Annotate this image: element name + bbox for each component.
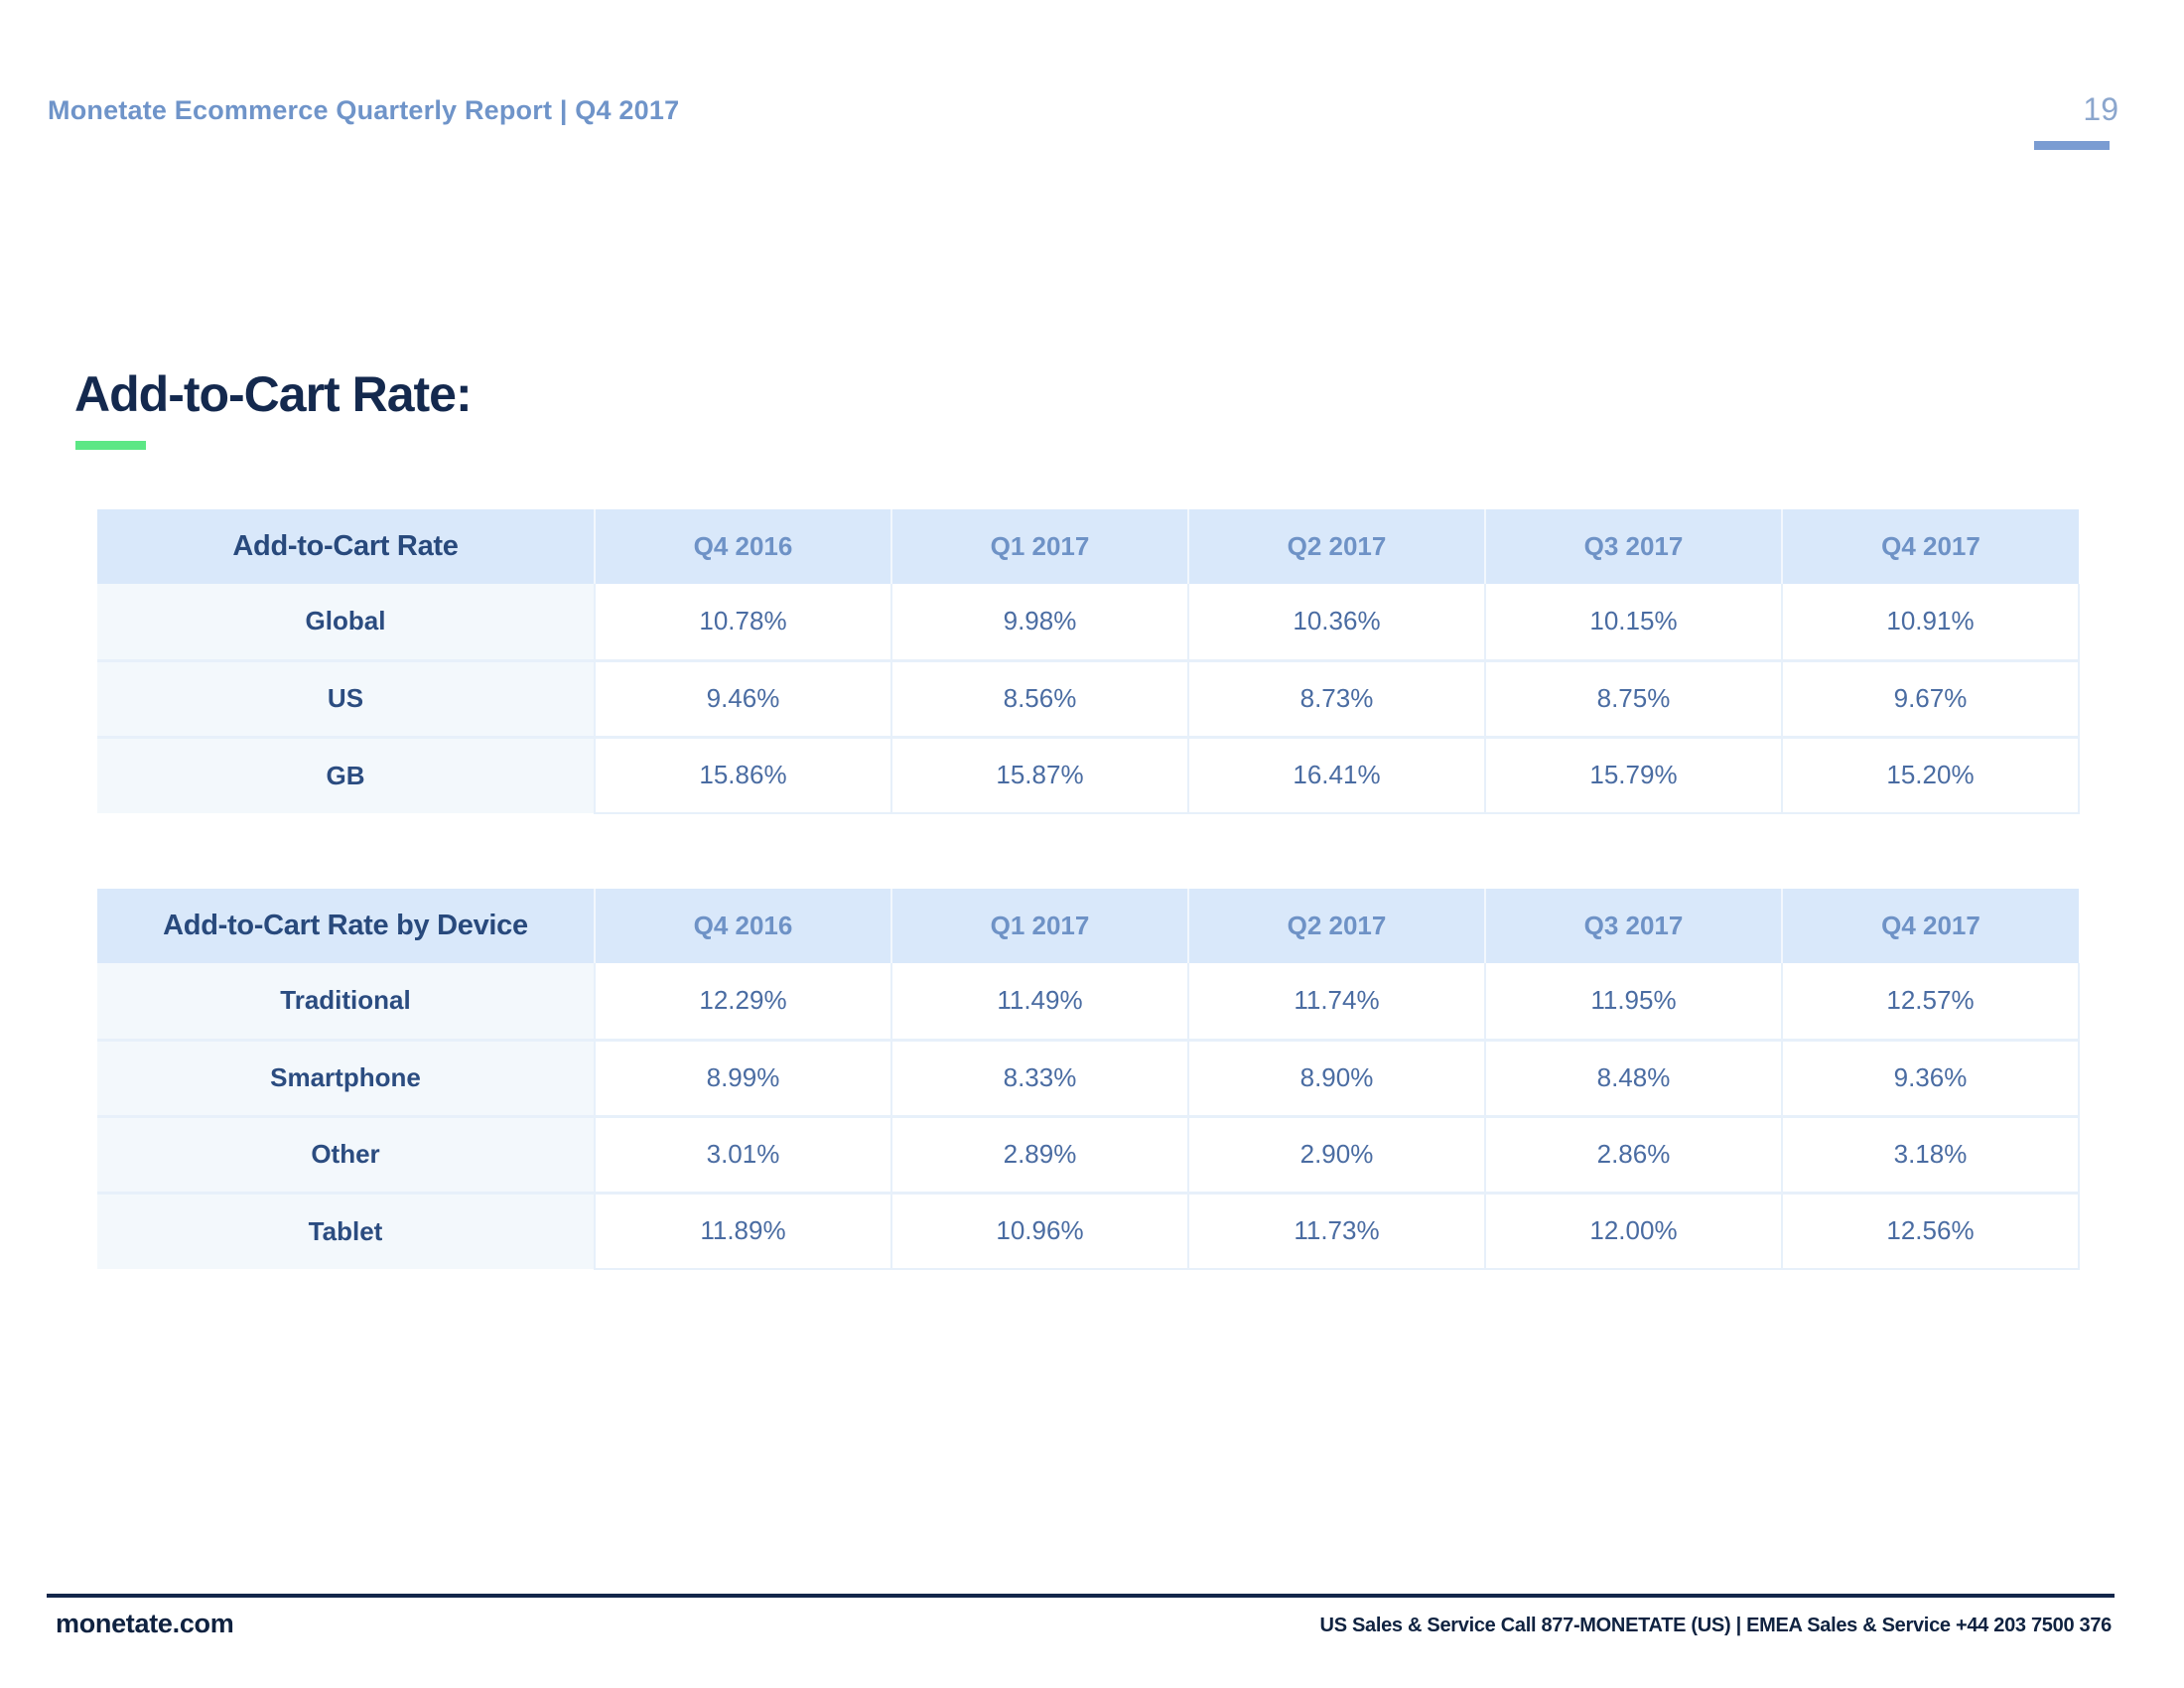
footer-site-text: monetate.com: [56, 1609, 234, 1638]
row-label: US: [97, 658, 595, 737]
table-row: Global 10.78% 9.98% 10.36% 10.15% 10.91%: [97, 584, 2081, 661]
footer-contact-text: US Sales & Service Call 877-MONETATE (US…: [1319, 1615, 2113, 1636]
cell-value: 3.18%: [1780, 1114, 2081, 1194]
page-number-underline: [2034, 141, 2110, 150]
cell-value: 12.56%: [1780, 1191, 2081, 1270]
row-label: Global: [97, 584, 595, 660]
column-header-q4-2017: Q4 2017: [1780, 889, 2079, 963]
cell-value: 10.78%: [593, 584, 892, 661]
cell-value: 2.86%: [1483, 1114, 1783, 1194]
cell-value: 11.95%: [1483, 963, 1783, 1041]
table-row: US 9.46% 8.56% 8.73% 8.75% 9.67%: [97, 658, 2081, 738]
cell-value: 9.67%: [1780, 658, 2081, 738]
table-title: Add-to-Cart Rate: [97, 509, 595, 584]
row-label: Other: [97, 1114, 595, 1193]
table-row: Traditional 12.29% 11.49% 11.74% 11.95% …: [97, 963, 2081, 1041]
add-to-cart-rate-table: Add-to-Cart Rate Q4 2016 Q1 2017 Q2 2017…: [97, 509, 2081, 814]
table-row: Smartphone 8.99% 8.33% 8.90% 8.48% 9.36%: [97, 1038, 2081, 1117]
add-to-cart-rate-by-device-table: Add-to-Cart Rate by Device Q4 2016 Q1 20…: [97, 889, 2081, 1270]
add-to-cart-rate-by-device-table-grid: Add-to-Cart Rate by Device Q4 2016 Q1 20…: [97, 889, 2081, 1270]
row-label: Traditional: [97, 963, 595, 1040]
row-label: Tablet: [97, 1191, 595, 1269]
column-header-q1-2017: Q1 2017: [889, 889, 1188, 963]
column-header-q1-2017: Q1 2017: [889, 509, 1188, 584]
table-header-row: Add-to-Cart Rate Q4 2016 Q1 2017 Q2 2017…: [97, 509, 2079, 584]
footer-divider: [47, 1594, 2115, 1598]
section-title: Add-to-Cart Rate:: [74, 366, 473, 422]
cell-value: 9.46%: [593, 658, 892, 738]
section-title-underline: [75, 441, 146, 450]
cell-value: 8.99%: [593, 1038, 892, 1117]
cell-value: 15.86%: [593, 735, 892, 814]
cell-value: 8.56%: [889, 658, 1189, 738]
column-header-q4-2016: Q4 2016: [593, 889, 891, 963]
cell-value: 10.91%: [1780, 584, 2081, 661]
cell-value: 11.49%: [889, 963, 1189, 1041]
cell-value: 9.98%: [889, 584, 1189, 661]
cell-value: 16.41%: [1186, 735, 1486, 814]
cell-value: 10.36%: [1186, 584, 1486, 661]
cell-value: 8.33%: [889, 1038, 1189, 1117]
cell-value: 11.73%: [1186, 1191, 1486, 1270]
cell-value: 2.89%: [889, 1114, 1189, 1194]
column-header-q2-2017: Q2 2017: [1186, 889, 1485, 963]
cell-value: 12.29%: [593, 963, 892, 1041]
cell-value: 15.20%: [1780, 735, 2081, 814]
column-header-q3-2017: Q3 2017: [1483, 509, 1782, 584]
column-header-q3-2017: Q3 2017: [1483, 889, 1782, 963]
cell-value: 11.74%: [1186, 963, 1486, 1041]
row-label: Smartphone: [97, 1038, 595, 1116]
column-header-q4-2016: Q4 2016: [593, 509, 891, 584]
column-header-q2-2017: Q2 2017: [1186, 509, 1485, 584]
add-to-cart-rate-table-grid: Add-to-Cart Rate Q4 2016 Q1 2017 Q2 2017…: [97, 509, 2081, 814]
table-row: Other 3.01% 2.89% 2.90% 2.86% 3.18%: [97, 1114, 2081, 1194]
row-label: GB: [97, 735, 595, 813]
cell-value: 15.87%: [889, 735, 1189, 814]
column-header-q4-2017: Q4 2017: [1780, 509, 2079, 584]
cell-value: 12.00%: [1483, 1191, 1783, 1270]
page-number: 19: [2083, 91, 2118, 127]
cell-value: 8.73%: [1186, 658, 1486, 738]
cell-value: 8.48%: [1483, 1038, 1783, 1117]
cell-value: 10.96%: [889, 1191, 1189, 1270]
cell-value: 8.90%: [1186, 1038, 1486, 1117]
cell-value: 12.57%: [1780, 963, 2081, 1041]
cell-value: 3.01%: [593, 1114, 892, 1194]
cell-value: 9.36%: [1780, 1038, 2081, 1117]
cell-value: 10.15%: [1483, 584, 1783, 661]
cell-value: 15.79%: [1483, 735, 1783, 814]
table-title: Add-to-Cart Rate by Device: [97, 889, 595, 963]
table-row: GB 15.86% 15.87% 16.41% 15.79% 15.20%: [97, 735, 2081, 814]
cell-value: 8.75%: [1483, 658, 1783, 738]
table-row: Tablet 11.89% 10.96% 11.73% 12.00% 12.56…: [97, 1191, 2081, 1270]
cell-value: 11.89%: [593, 1191, 892, 1270]
table-header-row: Add-to-Cart Rate by Device Q4 2016 Q1 20…: [97, 889, 2079, 963]
report-header-title: Monetate Ecommerce Quarterly Report | Q4…: [48, 95, 680, 125]
cell-value: 2.90%: [1186, 1114, 1486, 1194]
